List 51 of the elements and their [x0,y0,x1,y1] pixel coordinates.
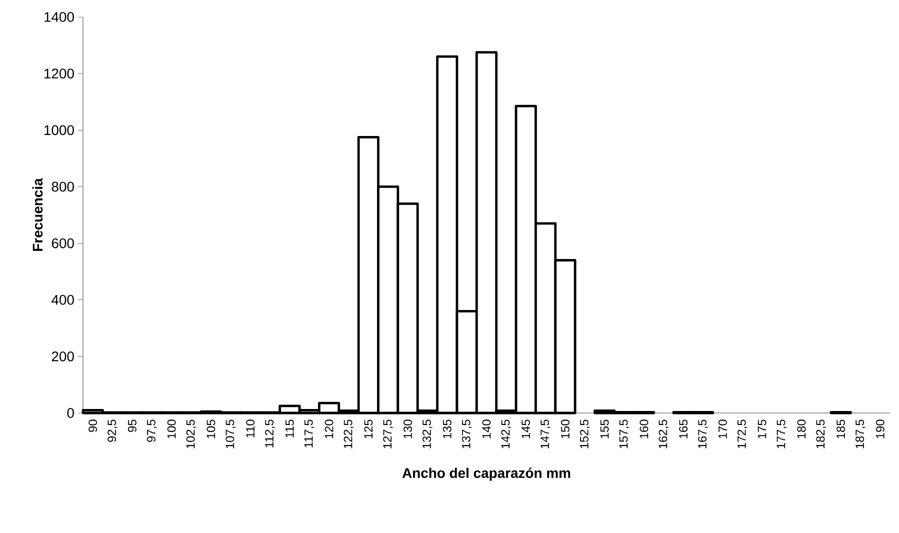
y-axis-title: Frecuencia [32,178,43,251]
x-tick-label: 155 [600,420,609,438]
x-tick-label: 152,5 [580,420,590,448]
y-tick-label: 600 [52,238,74,248]
x-tick-label: 105 [206,420,216,438]
x-tick-label: 132,5 [422,420,432,448]
x-tick-label: 95 [128,420,136,432]
x-tick-label: 177,5 [776,420,787,448]
x-tick-label: 185 [836,420,846,438]
x-tick-label: 130 [404,420,412,438]
x-axis-title: Ancho del caparazón mm [402,468,570,481]
x-tick-label: 107,5 [226,420,236,448]
x-tick-label: 110 [246,420,255,438]
x-tick-label: 145 [522,420,530,438]
x-tick-label: 160 [640,420,648,438]
x-tick-label: 162,5 [658,420,669,448]
x-tick-label: 170 [718,420,727,438]
x-tick-label: 120 [324,420,334,438]
x-tick-label: 90 [88,420,98,432]
x-tick-label: 172,5 [737,420,748,448]
x-tick-label: 150 [561,420,570,438]
x-tick-label: 117,5 [304,420,314,448]
y-tick-label: 1200 [44,68,74,79]
x-tick-label: 137,5 [462,420,472,448]
x-tick-label: 142,5 [501,420,512,448]
x-tick-label: 127,5 [383,420,394,448]
x-tick-label: 180 [797,420,806,438]
x-tick-label: 115 [286,420,294,438]
x-tick-label: 167,5 [698,420,708,448]
x-tick-label: 135 [442,420,452,438]
x-tick-label: 147,5 [540,420,550,448]
x-tick-label: 157,5 [619,420,630,448]
x-tick-label: 125 [364,420,373,438]
x-tick-label: 165 [679,420,688,438]
x-tick-label: 112,5 [265,420,275,448]
y-tick-label: 1000 [44,125,74,136]
x-tick-label: 100 [167,420,176,438]
x-tick-label: 102,5 [186,420,196,448]
y-tick-label: 800 [52,182,74,192]
x-tick-label: 92,5 [108,420,118,442]
x-tick-label: 190 [876,420,884,438]
x-tick-label: 175 [758,420,766,438]
x-tick-label: 182,5 [816,420,826,448]
x-tick-label: 140 [482,420,491,438]
x-tick-label: 187,5 [856,420,866,448]
x-tick-label: 122,5 [344,420,354,448]
y-tick-label: 0 [67,408,74,418]
x-tick-label: 97,5 [146,420,157,442]
y-tick-label: 1400 [44,12,74,22]
y-tick-label: 400 [52,294,74,305]
y-tick-label: 200 [52,351,74,362]
